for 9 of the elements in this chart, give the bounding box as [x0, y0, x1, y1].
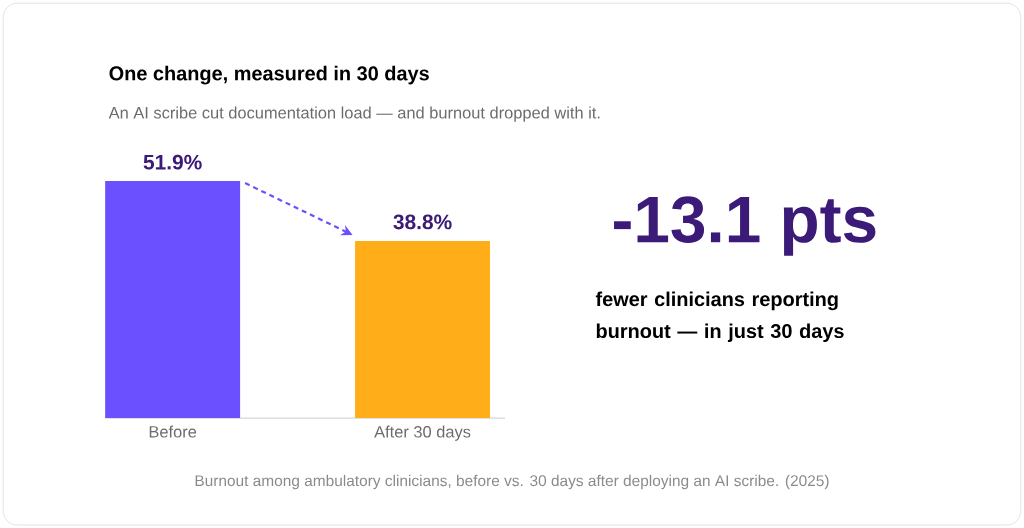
- text: -13.1 pts: [614, 196, 876, 256]
- text: fewer clinicians reporting burnout — in just 30 days: [595, 291, 844, 342]
- x-tick-label: After 30 days: [374, 425, 471, 441]
- chart-subtitle: An AI scribe cut documentation load — and burnout dropped with it.: [108, 106, 600, 122]
- x-tick-label: Before: [149, 425, 197, 438]
- data-label: 38.8%: [393, 214, 452, 230]
- chart-title: One change, measured in 30 days: [109, 65, 429, 85]
- data-label: 51.9%: [143, 154, 202, 170]
- text: Burnout among ambulatory clinicians, before vs. 30 days after deploying an AI scribe. (2025): [195, 474, 829, 490]
